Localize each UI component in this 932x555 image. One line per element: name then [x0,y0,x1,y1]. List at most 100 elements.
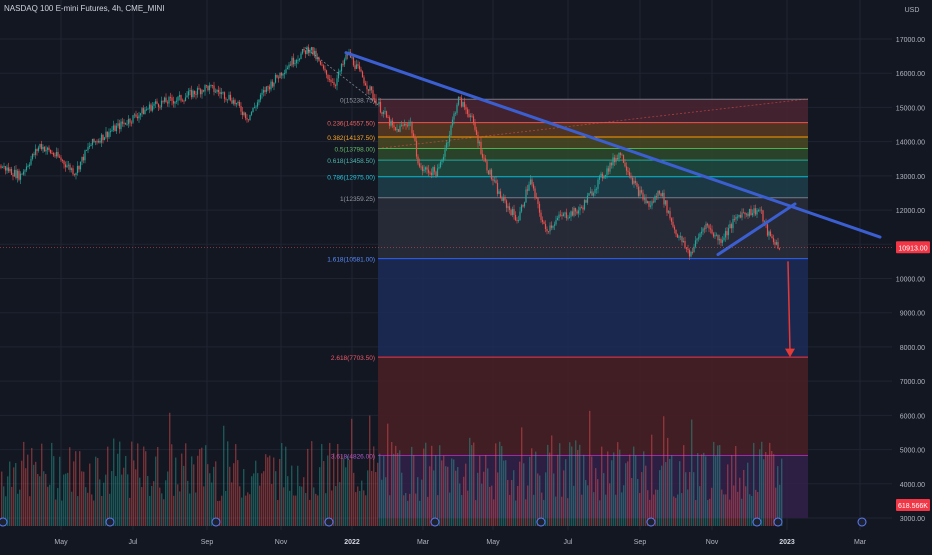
x-tick-label: Nov [275,539,288,546]
volume-bar [311,441,313,526]
fib-diagonal-dashed [377,98,809,149]
volume-bar [73,461,75,526]
candle-body [363,77,365,84]
candle-body [742,212,745,214]
candle-body [40,144,43,150]
candle-body [492,178,494,181]
candle-body [745,213,748,215]
candle-body [498,191,500,194]
candle-body [168,97,170,104]
candle-body [322,65,325,69]
volume-bar [455,470,457,526]
volume-bar [429,466,431,526]
candle-body [586,195,589,203]
candle-body [267,86,269,88]
volume-bar [377,462,379,526]
candle-body [670,218,673,222]
candle-body [115,125,118,132]
candle-body [589,191,592,194]
volume-bar [327,455,329,526]
x-tick-label: Mar [854,539,867,546]
volume-bar [421,479,423,526]
candle-body [631,177,634,184]
candle-body [535,197,538,198]
volume-bar [777,466,779,526]
candle-body [628,172,631,176]
volume-bar [281,443,283,526]
candle-body [699,233,701,238]
fib-level-label: 0.786(12975.00) [327,175,375,182]
volume-bar [627,461,629,526]
volume-bar [25,468,27,526]
volume-bar [45,473,47,526]
volume-bar [687,489,689,526]
candle-body [312,47,314,55]
volume-bar [53,456,55,526]
volume-bar [81,471,83,526]
candle-body [724,231,727,238]
candle-body [156,101,158,104]
candle-body [162,100,164,102]
volume-bar [557,454,559,526]
candle-body [342,64,344,65]
candle-body [385,111,388,118]
volume-bar [579,444,581,526]
volume-bar [199,449,201,526]
candle-body [550,225,553,228]
volume-bar [183,465,185,526]
candle-body [571,211,574,216]
candle-body [145,109,148,111]
candle-body [583,200,586,210]
candle-body [561,215,563,217]
fib-zone [378,176,808,198]
volume-bar [17,493,19,526]
volume-bar [165,480,167,526]
volume-bar [597,479,599,526]
candle-body [417,156,419,164]
candle-body [570,211,572,217]
candle-body [193,90,196,95]
x-tick-label: Sep [201,539,214,546]
volume-bar [289,490,291,526]
candle-body [627,170,629,173]
fib-zone [378,197,808,259]
candle-body [591,191,593,196]
candle-body [231,100,233,104]
volume-bar [195,492,197,526]
volume-bar [595,468,597,526]
fib-zone [378,455,808,518]
volume-bar [539,475,541,526]
candle-body [211,85,214,86]
volume-bar [495,443,497,526]
volume-bar [609,483,611,526]
volume-bar [409,493,411,526]
candle-body [420,166,422,168]
volume-bar [189,493,191,526]
volume-bar [353,472,355,526]
candle-body [54,155,56,157]
target-arrow-shaft [787,261,791,353]
candle-body [657,190,659,197]
candle-body [718,239,721,241]
volume-bar [41,443,43,526]
candle-body [643,198,646,200]
volume-bar [457,467,459,526]
volume-bar [435,455,437,526]
volume-bar [167,471,169,526]
candle-body [523,202,526,207]
x-tick-label: Mar [417,539,430,546]
candle-body [534,188,536,198]
volume-bar [643,451,645,526]
volume-bar [259,485,261,526]
candle-body [244,112,247,119]
candle-body [757,210,760,211]
candle-body [744,212,746,215]
candle-body [651,201,653,206]
volume-bar [625,463,627,526]
candle-body [484,158,487,162]
candle-body [246,118,248,120]
volume-bar [671,455,673,526]
candle-body [675,229,677,235]
